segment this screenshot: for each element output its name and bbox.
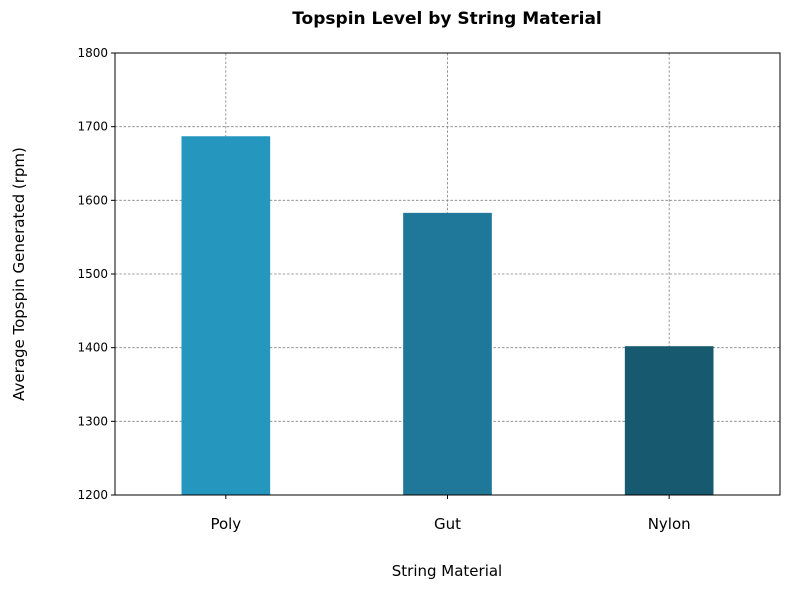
bar-poly: [181, 136, 271, 495]
x-axis-ticks: Poly Gut Nylon: [210, 495, 691, 533]
bars: [181, 136, 714, 495]
y-tick-label: 1200: [77, 488, 108, 502]
x-tick-label: Nylon: [648, 515, 691, 533]
y-tick-label: 1800: [77, 46, 108, 60]
y-axis-ticks: 1200 1300 1400 1500 1600 1700 1800: [77, 46, 115, 502]
bar-nylon: [624, 346, 714, 495]
chart-title: Topspin Level by String Material: [292, 9, 602, 29]
y-tick-label: 1600: [77, 193, 108, 207]
y-tick-label: 1300: [77, 414, 108, 428]
y-tick-label: 1400: [77, 341, 108, 355]
x-tick-label: Poly: [210, 515, 241, 533]
x-tick-label: Gut: [434, 515, 461, 533]
x-axis-label: String Material: [392, 562, 502, 580]
bar-gut: [403, 212, 492, 495]
y-tick-label: 1700: [77, 120, 108, 134]
y-axis-label: Average Topspin Generated (rpm): [10, 147, 28, 401]
y-tick-label: 1500: [77, 267, 108, 281]
